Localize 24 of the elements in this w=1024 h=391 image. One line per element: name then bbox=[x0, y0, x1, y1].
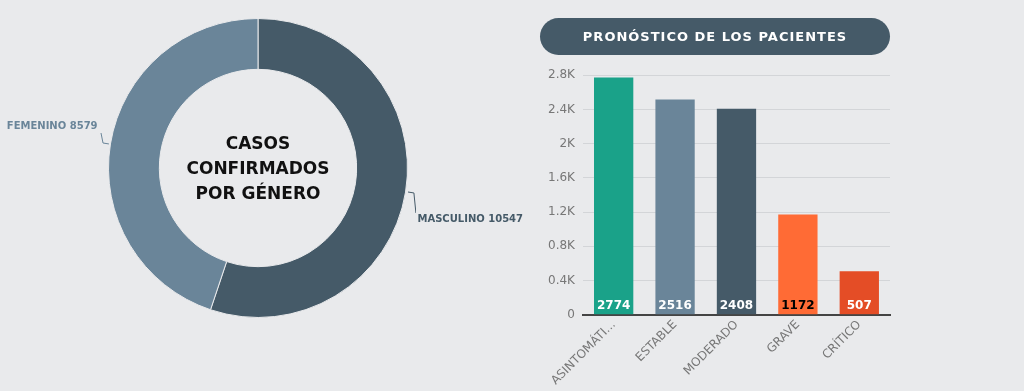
data-label: 2774 bbox=[596, 298, 631, 313]
y-tick-label: 1.6K bbox=[548, 169, 577, 184]
y-tick-label: 1.2K bbox=[548, 204, 577, 219]
text: CASOS CONFIRMADOS POR GÉNERO bbox=[185, 131, 331, 205]
data-label: 8579 bbox=[69, 120, 98, 132]
data-label: 1172 bbox=[781, 298, 815, 313]
bar bbox=[594, 77, 634, 315]
data-label: 507 bbox=[846, 298, 872, 313]
slice-label: MASCULINO bbox=[417, 212, 485, 224]
y-tick-label: 2.8K bbox=[548, 67, 577, 82]
bar bbox=[839, 271, 879, 315]
y-tick-label: 0 bbox=[567, 306, 575, 321]
data-label: 2408 bbox=[719, 298, 754, 313]
chart-title: PRONÓSTICO DE LOS PACIENTES bbox=[540, 18, 890, 55]
y-tick-label: 0.4K bbox=[548, 272, 577, 287]
y-tick-label: 0.8K bbox=[548, 238, 577, 253]
bar bbox=[655, 99, 695, 315]
data-label: 10547 bbox=[488, 212, 524, 224]
bar bbox=[778, 214, 818, 315]
data-label: 2516 bbox=[658, 298, 692, 313]
slice-label: FEMENINO bbox=[6, 120, 67, 132]
y-tick-label: 2.4K bbox=[548, 101, 577, 116]
y-tick-label: 2K bbox=[559, 135, 577, 150]
bar bbox=[716, 108, 757, 315]
